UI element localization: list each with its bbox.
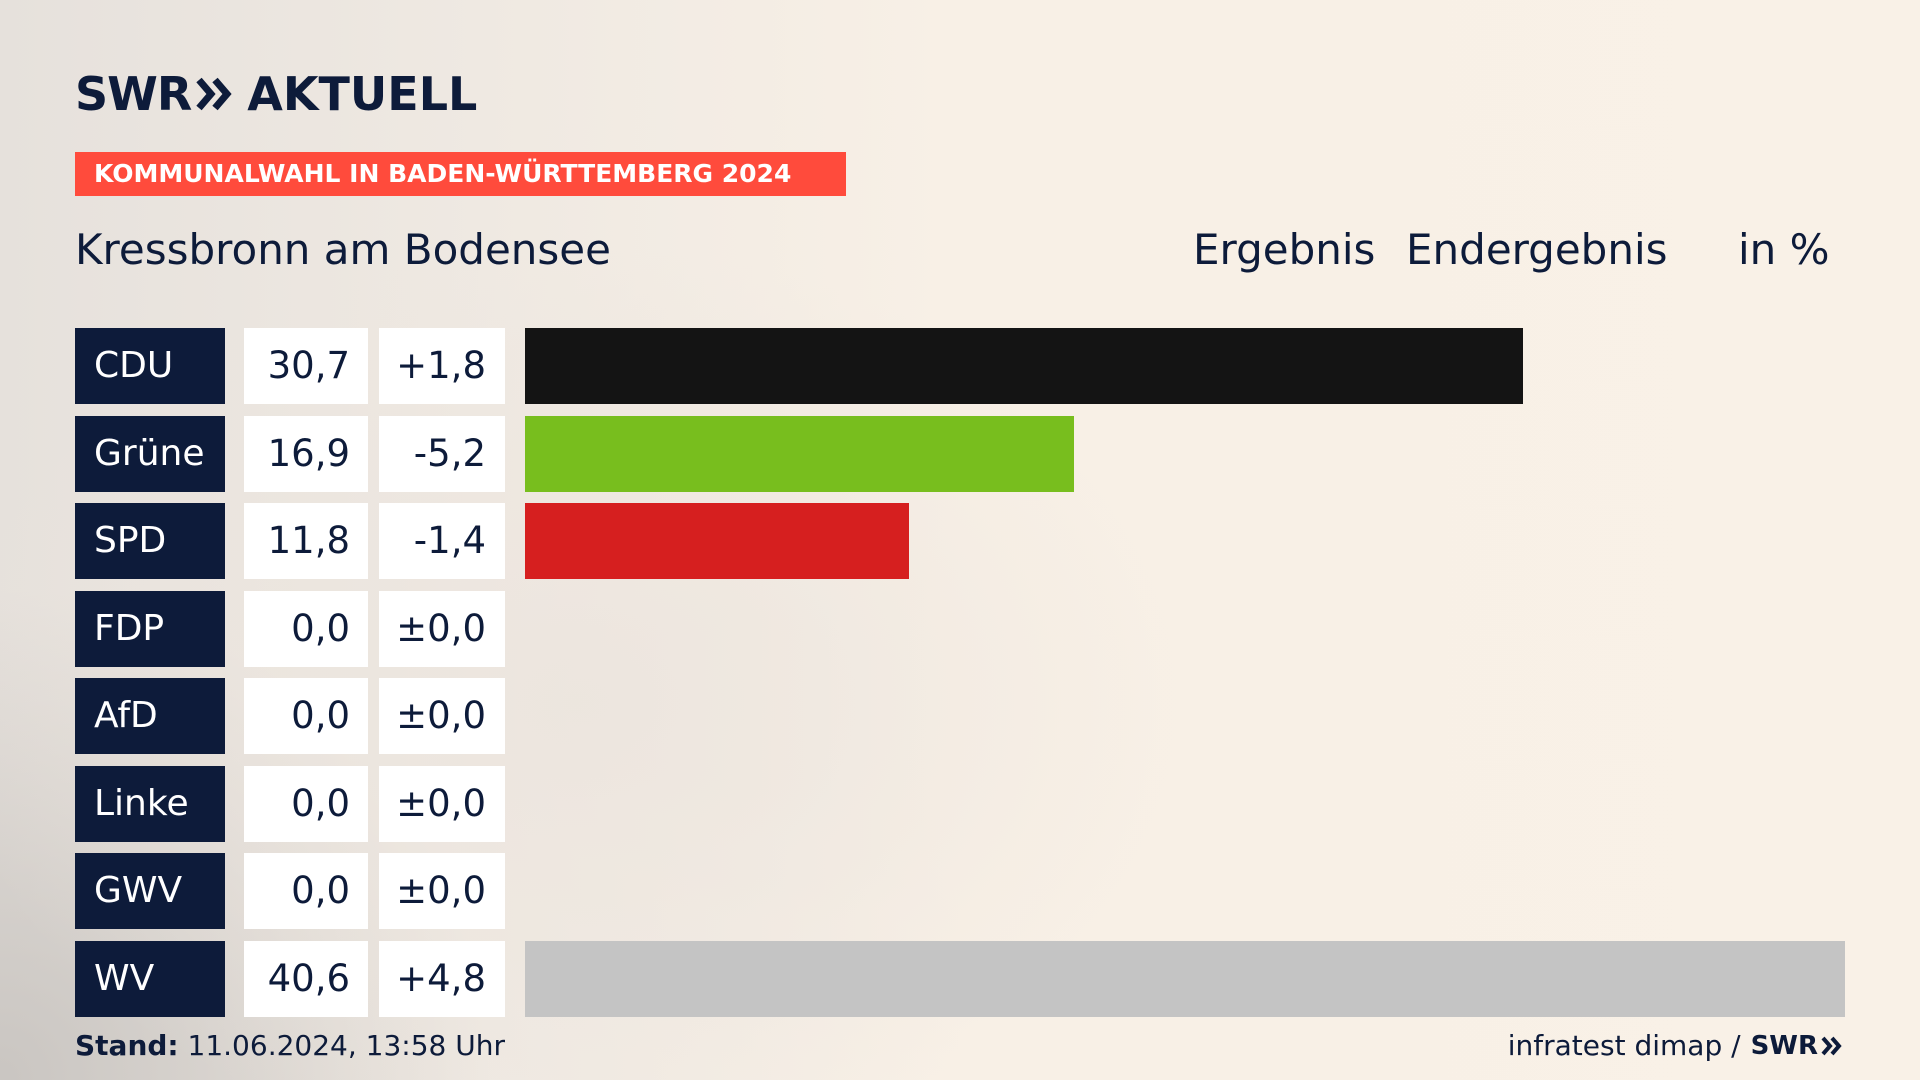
swr-footer-wordmark: SWR: [1750, 1031, 1818, 1061]
swr-wordmark: SWR: [75, 67, 192, 121]
election-banner: KOMMUNALWAHL IN BADEN-WÜRTTEMBERG 2024: [75, 152, 846, 196]
vote-share-change: +1,8: [379, 328, 505, 404]
party-label: CDU: [75, 328, 225, 404]
double-chevron-icon: [196, 77, 232, 111]
vote-share-value: 30,7: [244, 328, 368, 404]
result-status: Endergebnis: [1406, 225, 1668, 274]
timestamp-value: 11.06.2024, 13:58 Uhr: [187, 1029, 505, 1062]
vote-share-value: 0,0: [244, 590, 368, 667]
party-label: WV: [75, 940, 225, 1017]
vote-share-change: ±0,0: [379, 853, 505, 929]
vote-share-change: -1,4: [379, 503, 505, 579]
party-label: GWV: [75, 853, 225, 929]
result-bar: [525, 940, 1845, 1017]
double-chevron-icon: [1821, 1036, 1842, 1056]
vote-share-value: 0,0: [244, 678, 368, 754]
timestamp: Stand: 11.06.2024, 13:58 Uhr: [75, 1028, 505, 1064]
vote-share-change: ±0,0: [379, 590, 505, 667]
vote-share-change: ±0,0: [379, 765, 505, 842]
vote-share-change: -5,2: [379, 415, 505, 492]
vote-share-value: 11,8: [244, 503, 368, 579]
vote-share-value: 0,0: [244, 765, 368, 842]
vote-share-value: 40,6: [244, 940, 368, 1017]
result-bar: [525, 328, 1523, 404]
result-bar: [525, 415, 1074, 492]
party-label: Linke: [75, 765, 225, 842]
party-label: AfD: [75, 678, 225, 754]
swr-aktuell-logo: SWR AKTUELL: [75, 70, 477, 118]
party-label: FDP: [75, 590, 225, 667]
party-label: SPD: [75, 503, 225, 579]
unit-label: in %: [1738, 225, 1830, 274]
result-label: Ergebnis: [1193, 225, 1376, 274]
vote-share-change: +4,8: [379, 940, 505, 1017]
timestamp-label: Stand:: [75, 1029, 179, 1062]
source-text: infratest dimap /: [1507, 1029, 1741, 1062]
place-title: Kressbronn am Bodensee: [75, 225, 611, 274]
vote-share-value: 16,9: [244, 415, 368, 492]
vote-share-value: 0,0: [244, 853, 368, 929]
vote-share-change: ±0,0: [379, 678, 505, 754]
aktuell-wordmark: AKTUELL: [247, 67, 478, 121]
party-label: Grüne: [75, 415, 225, 492]
result-bar: [525, 503, 909, 579]
source-credit: infratest dimap / SWR: [1508, 1028, 1844, 1064]
